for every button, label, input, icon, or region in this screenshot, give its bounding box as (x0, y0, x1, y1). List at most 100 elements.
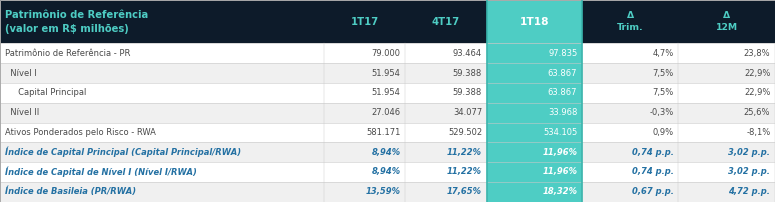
Bar (324, 0, 405, 43)
Text: -0,3%: -0,3% (649, 108, 673, 117)
Bar (405, 123, 487, 142)
Text: 13,59%: 13,59% (366, 187, 401, 196)
Bar (487, 83, 582, 103)
Text: 59.388: 59.388 (453, 69, 482, 78)
Bar (582, 83, 678, 103)
Text: 11,22%: 11,22% (447, 148, 482, 157)
Text: 11,96%: 11,96% (542, 148, 577, 157)
Text: 63.867: 63.867 (548, 88, 577, 97)
Bar (487, 43, 582, 63)
Bar (582, 0, 678, 43)
Text: 1T17: 1T17 (350, 17, 379, 27)
Text: 7,5%: 7,5% (653, 69, 673, 78)
Bar (678, 63, 775, 83)
Bar (487, 0, 582, 43)
Bar (487, 162, 582, 182)
Text: 23,8%: 23,8% (744, 49, 770, 58)
Text: 33.968: 33.968 (548, 108, 577, 117)
Text: 0,74 p.p.: 0,74 p.p. (632, 167, 673, 177)
Bar (487, 123, 582, 142)
Text: 59.388: 59.388 (453, 88, 482, 97)
Text: 529.502: 529.502 (448, 128, 482, 137)
Text: 1T18: 1T18 (519, 17, 549, 27)
Bar (487, 103, 582, 123)
Text: 0,9%: 0,9% (653, 128, 673, 137)
Text: 22,9%: 22,9% (744, 88, 770, 97)
Bar (582, 43, 678, 63)
Text: 3,02 p.p.: 3,02 p.p. (728, 167, 770, 177)
Text: Δ
Trim.: Δ Trim. (617, 11, 643, 33)
Text: Índice de Capital Principal (Capital Principal/RWA): Índice de Capital Principal (Capital Pri… (5, 147, 242, 157)
Bar (324, 43, 405, 63)
Bar (678, 142, 775, 162)
Text: Índice de Basileia (PR/RWA): Índice de Basileia (PR/RWA) (5, 187, 136, 197)
Text: Patrimônio de Referência - PR: Patrimônio de Referência - PR (5, 49, 131, 58)
Text: 51.954: 51.954 (372, 69, 401, 78)
Text: 51.954: 51.954 (372, 88, 401, 97)
Bar (582, 182, 678, 202)
Text: 22,9%: 22,9% (744, 69, 770, 78)
Text: 63.867: 63.867 (548, 69, 577, 78)
Bar (405, 0, 487, 43)
Text: 27.046: 27.046 (371, 108, 401, 117)
Text: Ativos Ponderados pelo Risco - RWA: Ativos Ponderados pelo Risco - RWA (5, 128, 157, 137)
Bar (405, 182, 487, 202)
Text: 97.835: 97.835 (548, 49, 577, 58)
Bar (324, 182, 405, 202)
Text: Nível I: Nível I (5, 69, 37, 78)
Text: 8,94%: 8,94% (371, 148, 401, 157)
Text: -8,1%: -8,1% (746, 128, 770, 137)
Bar (405, 142, 487, 162)
Bar (678, 182, 775, 202)
Bar (405, 103, 487, 123)
Bar (324, 142, 405, 162)
Bar (582, 103, 678, 123)
Text: 7,5%: 7,5% (653, 88, 673, 97)
Bar (678, 0, 775, 43)
Bar (0, 0, 324, 43)
Bar (405, 43, 487, 63)
Bar (405, 162, 487, 182)
Text: 18,32%: 18,32% (542, 187, 577, 196)
Text: 79.000: 79.000 (372, 49, 401, 58)
Bar (487, 182, 582, 202)
Text: Δ
12M: Δ 12M (715, 11, 738, 33)
Bar (0, 162, 324, 182)
Bar (582, 162, 678, 182)
Text: 4,72 p.p.: 4,72 p.p. (728, 187, 770, 196)
Text: 4,7%: 4,7% (653, 49, 673, 58)
Bar (0, 182, 324, 202)
Bar (678, 43, 775, 63)
Text: 17,65%: 17,65% (447, 187, 482, 196)
Text: Patrimônio de Referência
(valor em R$ milhões): Patrimônio de Referência (valor em R$ mi… (5, 10, 149, 34)
Bar (582, 142, 678, 162)
Bar (487, 63, 582, 83)
Bar (324, 63, 405, 83)
Bar (678, 83, 775, 103)
Text: 581.171: 581.171 (367, 128, 401, 137)
Text: 34.077: 34.077 (453, 108, 482, 117)
Bar (0, 43, 324, 63)
Bar (324, 123, 405, 142)
Bar (0, 142, 324, 162)
Bar (405, 83, 487, 103)
Text: 3,02 p.p.: 3,02 p.p. (728, 148, 770, 157)
Text: 4T17: 4T17 (432, 17, 460, 27)
Text: 0,74 p.p.: 0,74 p.p. (632, 148, 673, 157)
Text: 0,67 p.p.: 0,67 p.p. (632, 187, 673, 196)
Bar (324, 83, 405, 103)
Bar (582, 63, 678, 83)
Text: 8,94%: 8,94% (371, 167, 401, 177)
Bar (324, 103, 405, 123)
Bar (324, 162, 405, 182)
Bar (0, 63, 324, 83)
Text: 11,96%: 11,96% (542, 167, 577, 177)
Text: 25,6%: 25,6% (744, 108, 770, 117)
Text: 93.464: 93.464 (453, 49, 482, 58)
Text: Capital Principal: Capital Principal (5, 88, 87, 97)
Bar (405, 63, 487, 83)
Text: Nível II: Nível II (5, 108, 40, 117)
Bar (0, 123, 324, 142)
Bar (678, 162, 775, 182)
Bar (0, 83, 324, 103)
